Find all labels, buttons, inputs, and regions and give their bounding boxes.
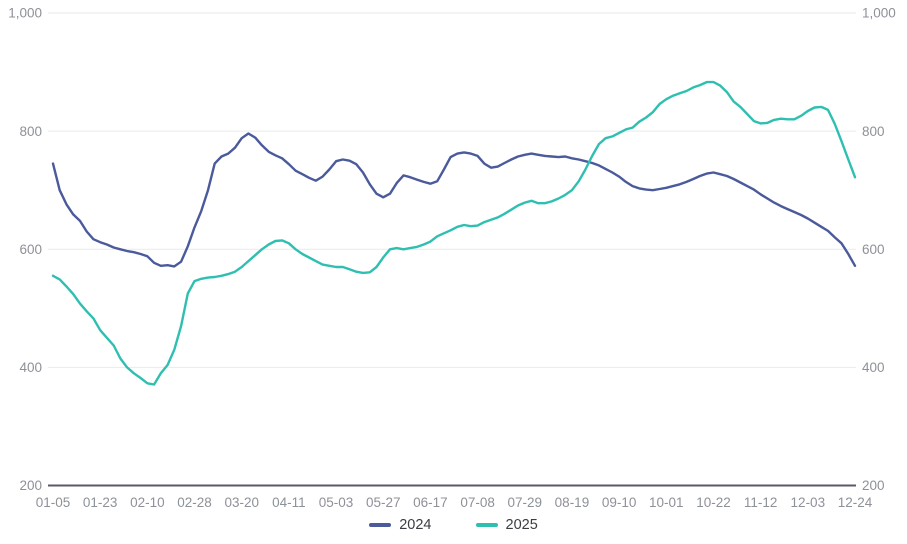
y-axis-label-left: 800: [19, 124, 42, 139]
y-axis-label-right: 200: [862, 478, 885, 493]
x-axis-label: 08-19: [555, 495, 590, 510]
x-axis-label: 05-03: [319, 495, 354, 510]
x-axis-label: 10-22: [696, 495, 731, 510]
legend: 2024 2025: [0, 512, 907, 538]
x-axis-label: 02-28: [177, 495, 212, 510]
x-axis-label: 10-01: [649, 495, 684, 510]
x-axis-label: 03-20: [224, 495, 259, 510]
y-axis-label-right: 800: [862, 124, 885, 139]
line-chart: 200 200 400 400 600 600 800 800 1,000 1,000 01-05 0…: [8, 6, 896, 510]
y-axis-label-right: 400: [862, 360, 885, 375]
y-axis-label-left: 400: [19, 360, 42, 375]
y-axis-label-right: 600: [862, 242, 885, 257]
legend-swatch-2025-icon: [475, 523, 498, 527]
x-axis-label: 07-29: [507, 495, 542, 510]
legend-item-2025[interactable]: 2025: [475, 517, 538, 533]
x-axis-label: 01-05: [36, 495, 71, 510]
series-line-2025: [51, 80, 857, 386]
x-axis-label: 11-12: [744, 495, 778, 510]
x-axis-label: 02-10: [130, 495, 165, 510]
x-axis-label: 06-17: [413, 495, 448, 510]
legend-item-2024[interactable]: 2024: [369, 517, 432, 533]
x-axis-label: 05-27: [366, 495, 401, 510]
x-axis-label: 12-03: [791, 495, 826, 510]
legend-swatch-2024-icon: [369, 523, 392, 527]
x-axis-label: 01-23: [83, 495, 118, 510]
y-axis-label-left: 200: [19, 478, 42, 493]
y-axis-label-left: 600: [19, 242, 42, 257]
x-axis-label: 09-10: [602, 495, 637, 510]
legend-label-2024: 2024: [399, 517, 432, 533]
x-axis-label: 12-24: [838, 495, 873, 510]
x-axis-label: 07-08: [460, 495, 495, 510]
legend-label-2025: 2025: [505, 517, 538, 533]
y-axis-label-left: 1,000: [8, 6, 42, 21]
x-axis-label: 04-11: [272, 495, 306, 510]
y-axis-label-right: 1,000: [862, 6, 896, 21]
series-line-2024: [51, 132, 857, 268]
